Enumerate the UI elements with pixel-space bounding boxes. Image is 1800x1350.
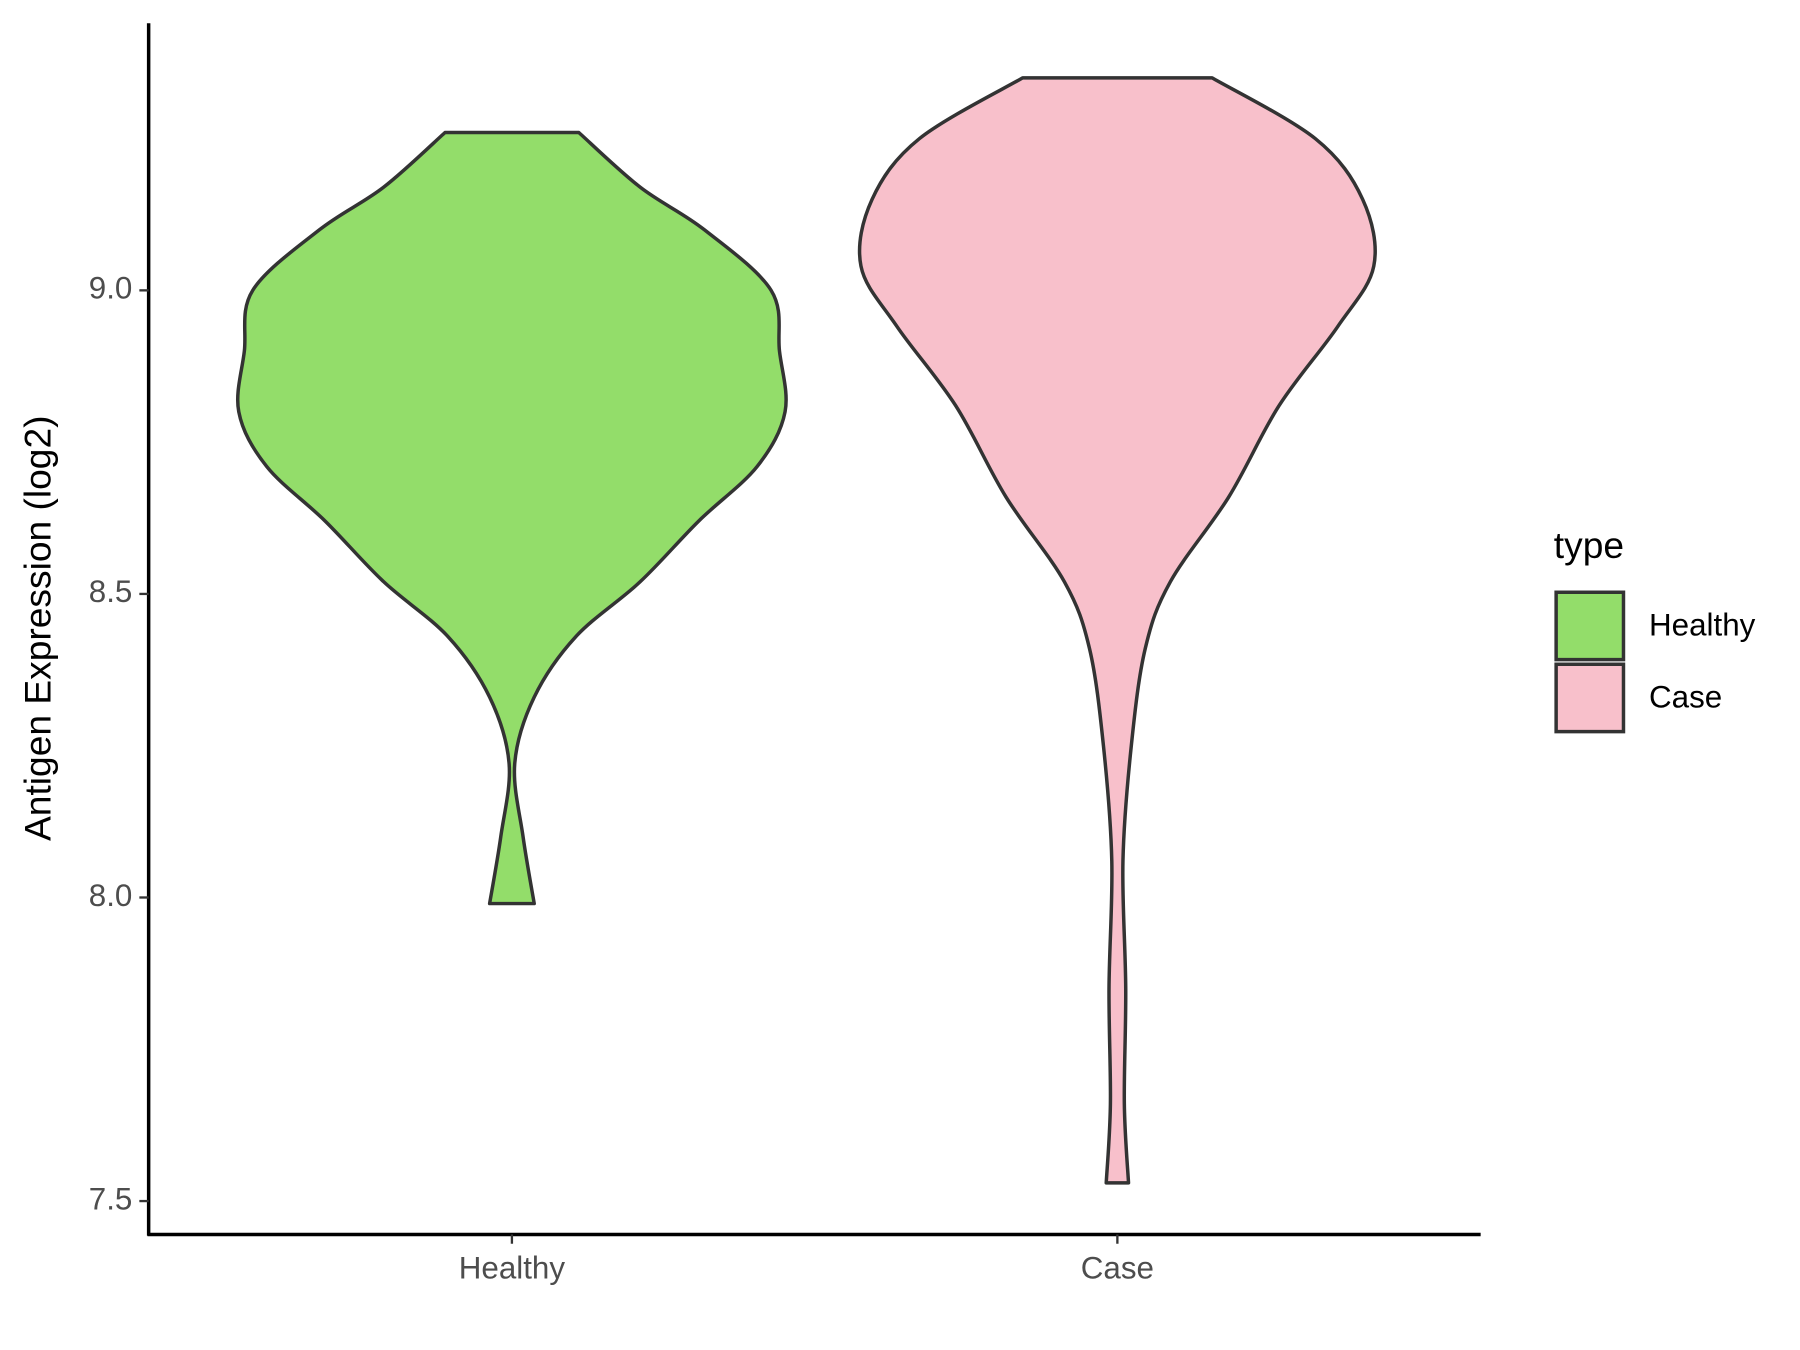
legend-label: Case [1649,679,1722,714]
legend-key [1554,662,1626,734]
legend-key [1554,590,1626,662]
y-tick-label: 9.0 [89,271,133,306]
y-axis-title: Antigen Expression (log2) [16,416,58,841]
violin [857,76,1377,1185]
y-tick-label: 7.5 [89,1181,133,1216]
x-tick-label: Case [1081,1251,1154,1286]
x-tick-label: Healthy [459,1251,566,1286]
violin [236,130,788,906]
y-tick-label: 8.5 [89,574,133,609]
y-tick-label: 8.0 [89,878,133,913]
legend-label: Healthy [1649,607,1756,642]
legend-title: type [1554,524,1624,566]
